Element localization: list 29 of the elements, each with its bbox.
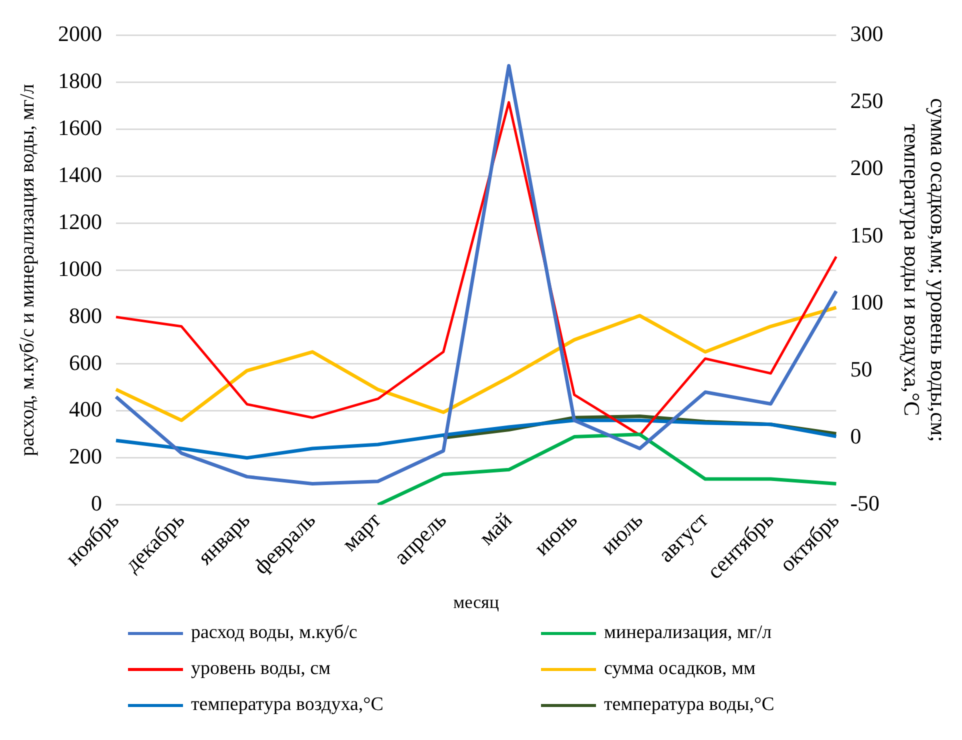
x-axis-title: месяц [453,592,500,612]
y-tick-label: 800 [69,302,102,328]
y-tick-label: 200 [69,444,102,469]
y2-tick-label: 300 [850,20,884,46]
y2-axis-title: сумма осадков,мм; уровень воды,см; температура воды и воздуха,°С [900,98,952,442]
y-axis-title: расход, м.куб/с и минерализация воды, мг/л [16,84,38,456]
y2-tick-label: 250 [850,88,884,114]
x-tick-label: май [474,506,517,550]
y-tick-label: 600 [69,350,102,375]
y2-tick-label: 150 [850,222,884,248]
y-tick-label: 0 [91,490,102,516]
y-tick-label: 1000 [58,256,102,281]
y-tick-label: 1400 [58,162,102,187]
y-tick-label: 2000 [58,20,102,46]
legend-label: уровень воды, см [191,658,331,680]
legend-label: температура воздуха,°С [191,694,384,716]
y-tick-label: 1200 [58,208,102,234]
y2-tick-label: 50 [850,356,872,382]
y2-tick-label: -50 [850,490,880,516]
y-tick-label: 400 [69,396,102,422]
legend-label: температура воды,°С [604,694,774,716]
legend-label: сумма осадков, мм [604,658,756,680]
legend-label: расход воды, м.куб/с [191,622,358,644]
legend-label: минерализация, мг/л [604,622,772,644]
y-tick-label: 1800 [58,68,102,93]
y-tick-label: 1600 [58,114,102,140]
y2-tick-label: 200 [850,155,884,180]
y2-tick-label: 0 [850,424,862,449]
y2-tick-label: 100 [850,289,884,314]
